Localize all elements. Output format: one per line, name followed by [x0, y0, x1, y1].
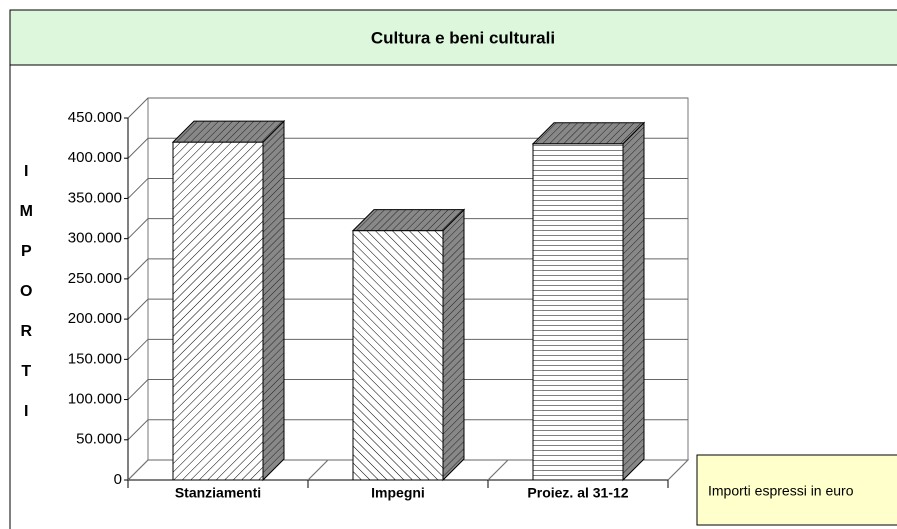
grid-line: [127, 338, 688, 360]
note: Importi espressi in euro: [708, 483, 854, 499]
y-tick-label: 350.000: [68, 189, 122, 206]
bar: [171, 119, 286, 482]
y-tick-label: 300.000: [68, 230, 122, 247]
y-tick-label: 50.000: [76, 431, 122, 448]
bar: [531, 121, 646, 482]
y-tick-label: 200.000: [68, 310, 122, 327]
y-axis-title: IMPORTI: [18, 163, 35, 443]
bar-front: [172, 141, 264, 481]
bar-front: [532, 143, 624, 481]
y-tick-label: 150.000: [68, 350, 122, 367]
title-box: [9, 9, 897, 66]
bar: [351, 208, 466, 482]
x-tick-label: Proiez. al 31-12: [527, 485, 628, 501]
grid-line: [127, 379, 688, 400]
y-tick-label: 100.000: [68, 391, 122, 408]
grid-line: [127, 218, 688, 240]
y-tick-label: 0: [114, 471, 122, 488]
y-tick-label: 250.000: [68, 270, 122, 287]
grid-line: [127, 97, 688, 119]
plot: 0 50.000 100.000 150.000 200.000 250.000 300.0…: [68, 97, 690, 501]
grid-line: [127, 137, 688, 159]
floor-divider: [667, 459, 689, 481]
y-tick-label: 450.000: [68, 109, 122, 126]
bar-side: [442, 208, 465, 482]
chart-title: Cultura e beni culturali: [371, 28, 555, 47]
grid-line: [127, 419, 688, 441]
grid-line: [127, 298, 688, 320]
grid-line: [127, 258, 688, 280]
x-tick-label: Stanziamenti: [175, 485, 261, 501]
bar-front: [352, 230, 444, 481]
bar-top: [531, 122, 646, 145]
x-tick-label: Impegni: [371, 485, 425, 501]
floor-divider: [307, 459, 329, 481]
y-tick-label: 400.000: [68, 149, 122, 166]
bar-top: [171, 120, 286, 143]
bar-side: [622, 121, 645, 482]
bar-side: [262, 119, 285, 482]
grid-line: [127, 177, 688, 199]
floor-divider: [127, 459, 149, 481]
floor-divider: [487, 459, 509, 481]
note-box: [696, 454, 897, 526]
bar-top: [351, 209, 466, 232]
